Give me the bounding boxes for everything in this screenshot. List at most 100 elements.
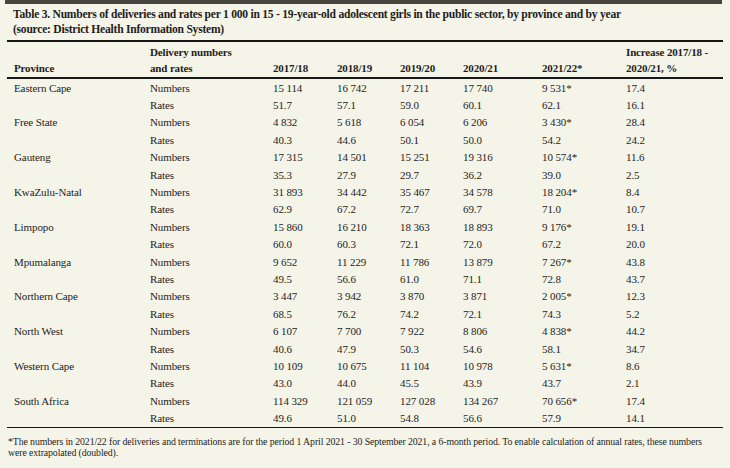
increase-cell: 20.0	[626, 236, 723, 253]
value-cell: 50.1	[400, 131, 463, 148]
table-figure: Table 3. Numbers of deliveries and rates…	[0, 0, 730, 459]
value-cell: 45.5	[400, 375, 463, 392]
province-spacer	[7, 131, 150, 148]
province-spacer	[7, 201, 150, 218]
value-cell: 70 656*	[542, 392, 626, 409]
value-cell: 34 578	[463, 183, 542, 200]
province-name: North West	[7, 322, 150, 339]
table-row-numbers: Western Cape Numbers 10 109 10 675 11 10…	[7, 357, 723, 374]
value-cell: 50.0	[463, 131, 542, 148]
increase-cell: 16.1	[626, 96, 723, 113]
value-cell: 69.7	[463, 201, 542, 218]
measure-label-numbers: Numbers	[150, 392, 273, 409]
value-cell: 49.5	[273, 270, 337, 287]
value-cell: 49.6	[273, 409, 337, 427]
value-cell: 72.7	[400, 201, 463, 218]
value-cell: 11 104	[400, 357, 463, 374]
value-cell: 17 740	[463, 78, 542, 96]
value-cell: 3 447	[273, 288, 337, 305]
measure-label-numbers: Numbers	[150, 253, 273, 270]
value-cell: 18 363	[400, 218, 463, 235]
value-cell: 74.2	[400, 305, 463, 322]
col-header-measure-line2: and rates	[150, 58, 273, 78]
col-header-year: 2017/18	[273, 58, 337, 78]
value-cell: 35.3	[273, 166, 337, 183]
measure-label-rates: Rates	[150, 270, 273, 287]
value-cell: 4 832	[273, 114, 337, 131]
value-cell: 7 700	[337, 322, 400, 339]
table-row-rates: Rates 68.5 76.2 74.2 72.1 74.3 5.2	[7, 305, 723, 322]
value-cell: 71.1	[463, 270, 542, 287]
province-spacer	[7, 340, 150, 357]
province-name: KwaZulu-Natal	[7, 183, 150, 200]
measure-label-rates: Rates	[150, 305, 273, 322]
value-cell: 18 893	[463, 218, 542, 235]
increase-cell: 43.8	[626, 253, 723, 270]
table-row-rates: Rates 51.7 57.1 59.0 60.1 62.1 16.1	[7, 96, 723, 113]
increase-cell: 34.7	[626, 340, 723, 357]
value-cell: 50.3	[400, 340, 463, 357]
province-spacer	[7, 270, 150, 287]
measure-label-numbers: Numbers	[150, 114, 273, 131]
header-spacer	[273, 42, 337, 58]
value-cell: 57.9	[542, 409, 626, 427]
measure-label-rates: Rates	[150, 375, 273, 392]
increase-cell: 43.7	[626, 270, 723, 287]
value-cell: 6 107	[273, 322, 337, 339]
col-header-year: 2021/22*	[542, 58, 626, 78]
measure-label-rates: Rates	[150, 166, 273, 183]
value-cell: 2 005*	[542, 288, 626, 305]
col-header-increase-line1: Increase 2017/18 -	[626, 42, 723, 58]
increase-cell: 19.1	[626, 218, 723, 235]
increase-cell: 17.4	[626, 392, 723, 409]
value-cell: 72.1	[400, 236, 463, 253]
value-cell: 134 267	[463, 392, 542, 409]
measure-label-numbers: Numbers	[150, 357, 273, 374]
col-header-year: 2019/20	[400, 58, 463, 78]
increase-cell: 44.2	[626, 322, 723, 339]
value-cell: 29.7	[400, 166, 463, 183]
value-cell: 51.0	[337, 409, 400, 427]
value-cell: 6 206	[463, 114, 542, 131]
value-cell: 62.9	[273, 201, 337, 218]
value-cell: 10 978	[463, 357, 542, 374]
deliveries-table: Delivery numbers Increase 2017/18 - Prov…	[7, 42, 723, 428]
value-cell: 40.6	[273, 340, 337, 357]
value-cell: 8 806	[463, 322, 542, 339]
value-cell: 9 652	[273, 253, 337, 270]
table-row-rates: Rates 49.5 56.6 61.0 71.1 72.8 43.7	[7, 270, 723, 287]
measure-label-numbers: Numbers	[150, 149, 273, 166]
measure-label-numbers: Numbers	[150, 218, 273, 235]
table-title: Table 3. Numbers of deliveries and rates…	[7, 7, 723, 37]
col-header-increase-line2: 2020/21, %	[626, 58, 723, 78]
province-name: Mpumalanga	[7, 253, 150, 270]
col-header-year: 2018/19	[337, 58, 400, 78]
value-cell: 62.1	[542, 96, 626, 113]
value-cell: 18 204*	[542, 183, 626, 200]
value-cell: 43.0	[273, 375, 337, 392]
value-cell: 16 742	[337, 78, 400, 96]
value-cell: 56.6	[337, 270, 400, 287]
col-header-measure-line1: Delivery numbers	[150, 42, 273, 58]
province-name: Limpopo	[7, 218, 150, 235]
value-cell: 72.1	[463, 305, 542, 322]
value-cell: 7 922	[400, 322, 463, 339]
value-cell: 3 871	[463, 288, 542, 305]
increase-cell: 8.6	[626, 357, 723, 374]
value-cell: 3 870	[400, 288, 463, 305]
value-cell: 51.7	[273, 96, 337, 113]
increase-cell: 14.1	[626, 409, 723, 427]
header-spacer	[542, 42, 626, 58]
value-cell: 47.9	[337, 340, 400, 357]
value-cell: 9 531*	[542, 78, 626, 96]
value-cell: 58.1	[542, 340, 626, 357]
table-row-numbers: North West Numbers 6 107 7 700 7 922 8 8…	[7, 322, 723, 339]
value-cell: 27.9	[337, 166, 400, 183]
value-cell: 11 229	[337, 253, 400, 270]
value-cell: 13 879	[463, 253, 542, 270]
header-spacer	[337, 42, 400, 58]
increase-cell: 11.6	[626, 149, 723, 166]
value-cell: 10 675	[337, 357, 400, 374]
value-cell: 15 860	[273, 218, 337, 235]
table-row-numbers: Gauteng Numbers 17 315 14 501 15 251 19 …	[7, 149, 723, 166]
